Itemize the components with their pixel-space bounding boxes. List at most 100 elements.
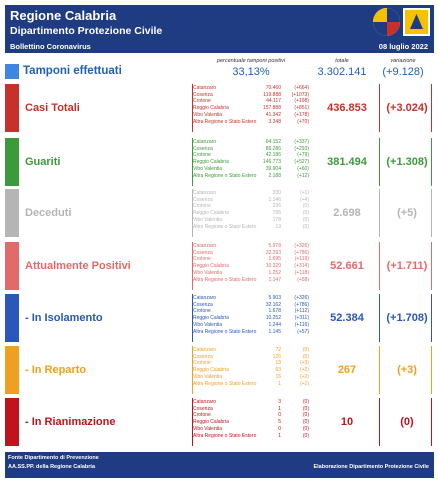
row-divider bbox=[379, 242, 380, 290]
detail-province: Crotone bbox=[193, 412, 211, 419]
detail-line: Cosenza 1 (0) bbox=[193, 406, 321, 413]
detail-line: Crotone 1.678 (+112) bbox=[193, 308, 321, 315]
detail-value: 10.320 bbox=[265, 263, 281, 270]
detail-change: (+851) bbox=[294, 105, 309, 112]
row-divider bbox=[192, 138, 193, 186]
detail-province: Crotone bbox=[193, 308, 211, 315]
row-divider bbox=[192, 242, 193, 290]
detail-change: (+1073) bbox=[291, 91, 309, 98]
detail-value: 146.773 bbox=[262, 159, 281, 166]
row-label: Deceduti bbox=[25, 207, 72, 219]
detail-change: (+786) bbox=[294, 249, 309, 256]
detail-province: Catanzaro bbox=[193, 347, 217, 353]
detail-line: Vibo Valentia 16 (+2) bbox=[193, 374, 321, 381]
detail-value: 2.188 bbox=[268, 172, 281, 179]
detail-change: (+198) bbox=[294, 98, 309, 105]
detail-value: 44.117 bbox=[266, 98, 281, 105]
detail-line: Catanzaro 5.978 (+326) bbox=[193, 243, 321, 250]
tamponi-marker bbox=[5, 64, 19, 79]
detail-province: Crotone bbox=[193, 98, 211, 105]
detail-value: 39.904 bbox=[265, 165, 281, 172]
detail-value: 32.293 bbox=[265, 249, 281, 256]
detail-province: Crotone bbox=[193, 152, 211, 159]
detail-line: Altra Regione o Stato Estero 13 (0) bbox=[193, 224, 321, 231]
detail-value: 3 bbox=[278, 399, 281, 405]
detail-value: 64.152 bbox=[265, 139, 281, 145]
row-edge-bar bbox=[431, 242, 432, 290]
detail-change: (+60) bbox=[297, 165, 309, 172]
detail-province: Vibo Valentia bbox=[193, 269, 223, 276]
row-divider bbox=[379, 138, 380, 186]
detail-change: (+3) bbox=[299, 360, 309, 367]
detail-province: Cosenza bbox=[193, 353, 213, 360]
detail-line: Crotone 42.186 (+79) bbox=[193, 152, 321, 159]
tamponi-label: Tamponi effettuati bbox=[23, 65, 122, 77]
detail-province: Reggio Calabria bbox=[193, 367, 229, 374]
region-logo-icon bbox=[373, 8, 400, 36]
bulletin-bar: Bollettino Coronavirus 08 luglio 2022 bbox=[5, 41, 434, 53]
detail-value: 1.695 bbox=[268, 256, 281, 263]
bulletin-date: 08 luglio 2022 bbox=[378, 42, 428, 51]
detail-province: Cosenza bbox=[193, 405, 213, 412]
detail-province: Crotone bbox=[193, 360, 211, 367]
detail-line: Altra Regione o Stato Estero 1 (+1) bbox=[193, 381, 321, 388]
detail-change: (0) bbox=[302, 432, 309, 439]
detail-province: Altra Regione o Stato Estero bbox=[193, 172, 257, 179]
detail-line: Vibo Valentia 1.252 (+118) bbox=[193, 270, 321, 277]
detail-province: Cosenza bbox=[193, 196, 213, 203]
detail-province: Altra Regione o Stato Estero bbox=[193, 380, 257, 387]
detail-line: Cosenza 32.293 (+786) bbox=[193, 250, 321, 257]
detail-line: Altra Regione o Stato Estero 1.145 (+57) bbox=[193, 329, 321, 336]
tamponi-variation: (+9.128) bbox=[382, 66, 424, 78]
row-color-bar bbox=[5, 398, 19, 446]
detail-province: Catanzaro bbox=[193, 399, 217, 405]
detail-line: Reggio Calabria 10.320 (+314) bbox=[193, 263, 321, 270]
detail-change: (+293) bbox=[294, 145, 309, 152]
row-color-bar bbox=[5, 189, 19, 237]
row-details: Catanzaro 5.903 (+326) Cosenza 32.162 (+786) C… bbox=[193, 295, 321, 335]
row-variation: (0) bbox=[400, 416, 414, 428]
detail-line: Cosenza 32.162 (+786) bbox=[193, 302, 321, 309]
detail-province: Crotone bbox=[193, 256, 211, 263]
row-edge-bar bbox=[431, 84, 432, 132]
detail-province: Reggio Calabria bbox=[193, 263, 229, 270]
detail-province: Reggio Calabria bbox=[193, 210, 229, 217]
detail-value: 1.145 bbox=[268, 328, 281, 335]
detail-line: Vibo Valentia 0 (0) bbox=[193, 426, 321, 433]
detail-line: Crotone 236 (0) bbox=[193, 203, 321, 210]
detail-province: Catanzaro bbox=[193, 190, 217, 196]
detail-province: Reggio Calabria bbox=[193, 105, 229, 112]
detail-province: Vibo Valentia bbox=[193, 111, 223, 118]
detail-change: (+326) bbox=[294, 295, 309, 301]
row-divider bbox=[192, 398, 193, 446]
column-header-variation: variazione bbox=[390, 58, 416, 64]
detail-change: (+326) bbox=[294, 243, 309, 249]
detail-value: 1.146 bbox=[268, 196, 281, 203]
detail-line: Reggio Calabria 795 (0) bbox=[193, 210, 321, 217]
detail-province: Vibo Valentia bbox=[193, 373, 223, 380]
detail-line: Vibo Valentia 39.904 (+60) bbox=[193, 166, 321, 173]
detail-province: Altra Regione o Stato Estero bbox=[193, 432, 257, 439]
row-details: Catanzaro 64.152 (+337) Cosenza 86.286 (+293)… bbox=[193, 139, 321, 179]
stat-row: Casi Totali Catanzaro 70.460 (+664) Cosenza 1… bbox=[5, 84, 434, 132]
row-edge-bar bbox=[431, 138, 432, 186]
row-total: 52.661 bbox=[330, 260, 364, 272]
detail-value: 1.252 bbox=[268, 269, 281, 276]
detail-line: Cosenza 1.146 (+4) bbox=[193, 197, 321, 204]
footer-credit: Elaborazione Dipartimento Protezione Civ… bbox=[313, 464, 429, 470]
footer-source-line2: AA.SS.PP. della Regione Calabria bbox=[8, 464, 96, 470]
detail-change: (0) bbox=[302, 425, 309, 432]
detail-change: (0) bbox=[302, 203, 309, 210]
detail-change: (+314) bbox=[294, 263, 309, 270]
detail-change: (0) bbox=[302, 353, 309, 360]
detail-value: 178 bbox=[272, 216, 281, 223]
detail-line: Catanzaro 70.460 (+664) bbox=[193, 85, 321, 92]
detail-value: 70.460 bbox=[265, 85, 281, 91]
row-label: Attualmente Positivi bbox=[25, 260, 131, 272]
detail-line: Vibo Valentia 41.342 (+178) bbox=[193, 112, 321, 119]
detail-value: 1.147 bbox=[268, 276, 281, 283]
row-details: Catanzaro 3 (0) Cosenza 1 (0) Crotone 0 (0) Reggi… bbox=[193, 399, 321, 439]
detail-change: (+664) bbox=[294, 85, 309, 91]
column-header-total: totale bbox=[335, 58, 349, 64]
detail-line: Catanzaro 330 (+1) bbox=[193, 190, 321, 197]
